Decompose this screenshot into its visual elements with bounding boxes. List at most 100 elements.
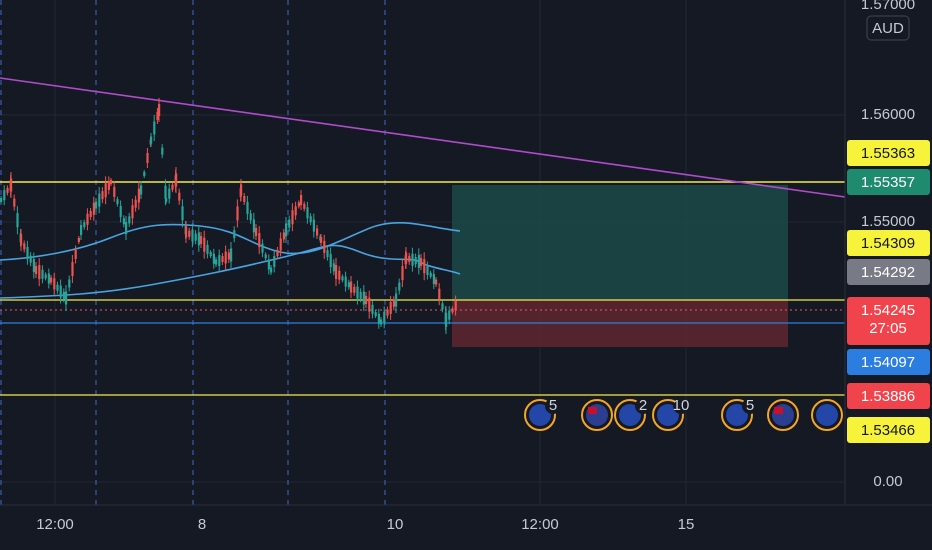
candle <box>44 274 47 279</box>
candle <box>377 313 380 324</box>
candle <box>252 219 255 233</box>
candle <box>309 216 312 223</box>
candle <box>164 185 167 199</box>
candle <box>267 259 270 270</box>
candle <box>261 243 264 253</box>
candle <box>156 112 159 120</box>
candle <box>255 228 258 236</box>
candle <box>122 218 125 225</box>
candle <box>26 246 29 259</box>
candle <box>417 254 420 268</box>
candle <box>83 222 86 228</box>
candle <box>65 291 68 305</box>
event-count-bg <box>635 398 651 414</box>
candle <box>408 255 411 262</box>
candle <box>86 213 89 225</box>
event-flag-cross <box>588 407 597 414</box>
candle <box>29 255 32 263</box>
candle <box>227 252 230 260</box>
candle <box>383 311 386 323</box>
price-badge-label: 1.53466 <box>861 422 915 439</box>
candle <box>212 253 215 264</box>
price-label: 1.56000 <box>861 106 915 123</box>
candle <box>6 187 9 193</box>
price-badge-label: 1.54097 <box>861 354 915 371</box>
candle <box>426 266 429 276</box>
candle <box>414 257 417 265</box>
candle <box>119 205 122 217</box>
candle <box>344 276 347 287</box>
event-count: 2 <box>639 397 647 414</box>
candle <box>158 104 161 116</box>
candle <box>368 297 371 312</box>
candle <box>131 205 134 219</box>
candle <box>62 291 65 299</box>
event-flag <box>529 404 551 426</box>
countdown: 27:05 <box>869 320 907 337</box>
candle <box>423 259 426 274</box>
candle <box>107 180 110 190</box>
candle <box>200 236 203 244</box>
candle <box>454 300 457 311</box>
candle <box>188 230 191 237</box>
candle <box>185 226 188 238</box>
candle <box>350 281 353 293</box>
candle <box>249 213 252 221</box>
candle <box>445 313 448 327</box>
candle <box>50 277 53 283</box>
candle <box>150 136 153 144</box>
price-badge <box>847 140 930 166</box>
candle <box>197 232 200 246</box>
candle <box>294 206 297 216</box>
candle <box>59 285 62 298</box>
candle <box>23 243 26 250</box>
candle <box>297 202 300 207</box>
candle <box>113 186 116 197</box>
candle <box>264 254 267 259</box>
event-count-bg <box>545 398 561 414</box>
price-badge-label: 1.55357 <box>861 174 915 191</box>
candle <box>215 259 218 265</box>
candle <box>246 201 249 214</box>
candle <box>218 255 221 267</box>
candle <box>224 251 227 264</box>
candle <box>429 272 432 277</box>
candle <box>306 207 309 219</box>
price-badge <box>847 259 930 285</box>
time-label: 10 <box>387 516 404 533</box>
candle <box>143 172 146 176</box>
candle <box>168 188 171 199</box>
candle <box>300 195 303 205</box>
price-badge <box>847 297 930 345</box>
candle <box>320 237 323 243</box>
candle <box>285 223 288 237</box>
candle <box>353 286 356 293</box>
candle <box>116 199 119 205</box>
candle <box>68 279 71 288</box>
time-label: 12:00 <box>521 516 559 533</box>
candle <box>405 252 408 264</box>
candle <box>125 222 128 234</box>
levels <box>0 77 846 396</box>
candle <box>10 178 13 192</box>
candle <box>110 180 113 184</box>
candle <box>175 173 178 187</box>
candle <box>181 206 184 221</box>
candle <box>380 319 383 325</box>
candle <box>236 206 239 221</box>
event-flag <box>657 404 679 426</box>
candle <box>451 308 454 313</box>
candle <box>56 284 59 291</box>
price-badge <box>847 383 930 409</box>
target-zone <box>452 185 788 300</box>
candle <box>0 198 3 202</box>
candle <box>332 263 335 272</box>
candle <box>101 191 104 200</box>
price-badge <box>847 349 930 375</box>
candle <box>221 256 224 263</box>
candle <box>347 282 350 288</box>
candle <box>3 190 6 201</box>
price-badge <box>847 169 930 195</box>
event-flag-cross <box>774 407 783 414</box>
